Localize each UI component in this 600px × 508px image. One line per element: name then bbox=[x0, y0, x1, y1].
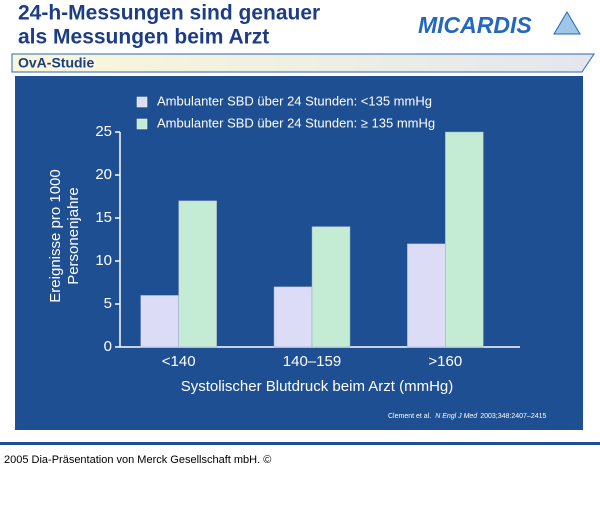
x-tick-label: >160 bbox=[428, 353, 462, 370]
y-tick-label: 0 bbox=[104, 338, 112, 355]
bar bbox=[273, 286, 313, 348]
bar bbox=[178, 200, 217, 348]
bar bbox=[445, 131, 484, 348]
title-line: als Messungen beim Arzt bbox=[18, 26, 269, 49]
bar bbox=[407, 243, 446, 348]
panel bbox=[15, 76, 583, 430]
logo: MICARDIS bbox=[418, 12, 532, 38]
subtitle-strip bbox=[11, 53, 595, 73]
chart: 0 5 10 15 20 25 Ereignisse pro 1000 Personenjah… bbox=[47, 93, 520, 395]
x-axis-label: Systolischer Blutdruck beim Arzt (mmHg) bbox=[181, 378, 454, 395]
y-tick-label: 20 bbox=[95, 166, 112, 183]
subtitle: OvA-Studie bbox=[18, 55, 94, 71]
logo-icon bbox=[553, 11, 581, 35]
y-tick-label: 5 bbox=[104, 295, 112, 312]
legend-swatch bbox=[136, 118, 148, 130]
x-tick-label: <140 bbox=[162, 353, 196, 370]
legend-label: Ambulanter SBD über 24 Stunden: <135 mmH… bbox=[157, 93, 432, 108]
legend-swatch bbox=[136, 96, 148, 108]
bar bbox=[140, 295, 179, 348]
x-tick-label: 140–159 bbox=[283, 353, 341, 370]
citation: Clement et al. N Engl J Med 2003;348:2407–… bbox=[388, 413, 547, 420]
footer-rule bbox=[0, 442, 600, 445]
bar bbox=[311, 226, 351, 348]
title-line: 24-h-Messungen sind genauer bbox=[18, 2, 320, 25]
y-axis-label: Personenjahre bbox=[65, 187, 82, 285]
y-tick-label: 15 bbox=[95, 209, 112, 226]
y-tick-label: 25 bbox=[95, 123, 112, 140]
y-tick-label: 10 bbox=[95, 252, 112, 269]
legend-label: Ambulanter SBD über 24 Stunden: ≥ 135 mm… bbox=[157, 115, 435, 130]
y-axis-label: Ereignisse pro 1000 bbox=[47, 169, 64, 302]
footer: 2005 Dia-Präsentation von Merck Gesellsc… bbox=[4, 454, 271, 466]
